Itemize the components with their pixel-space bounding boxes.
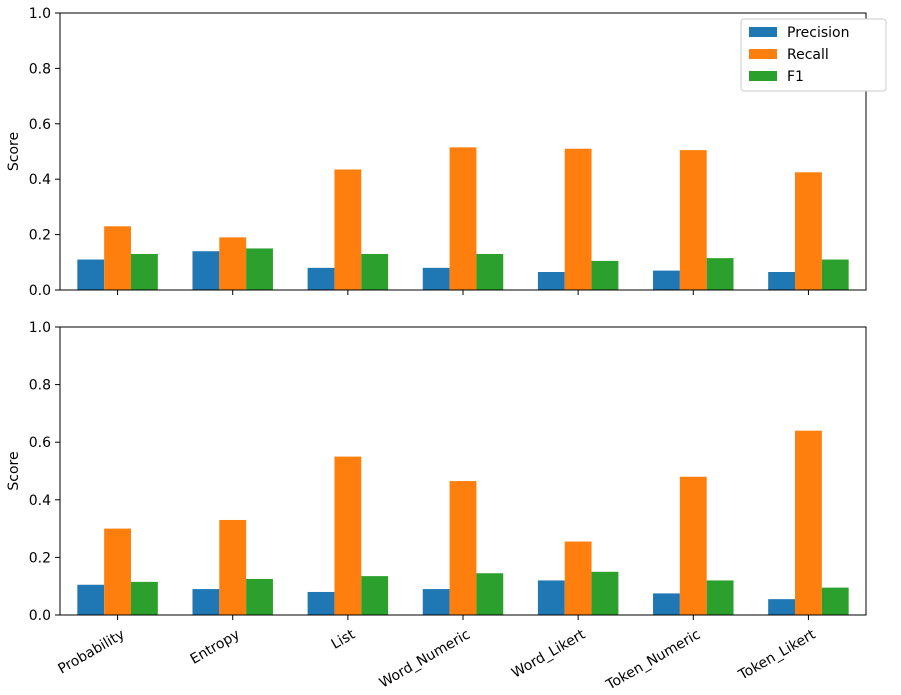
bar-f1-token_likert	[821, 259, 849, 290]
y-tick-label: 0.0	[29, 283, 51, 299]
bar-f1-word_likert	[591, 260, 619, 290]
bar-recall-word_numeric	[449, 147, 477, 290]
bar-recall-token_numeric	[679, 150, 707, 290]
bar-precision-word_likert	[537, 271, 565, 290]
bar-f1-entropy	[246, 248, 273, 290]
legend-label-recall: Recall	[787, 47, 829, 63]
y-tick-label: 1.0	[29, 320, 51, 336]
y-tick-label: 0.8	[29, 378, 51, 394]
bar-f1-token_numeric	[706, 580, 734, 615]
bar-precision-word_numeric	[422, 589, 450, 615]
bar-f1-token_likert	[821, 587, 849, 615]
y-tick-label: 0.8	[29, 61, 51, 77]
x-tick-label-probability: Probability	[55, 627, 127, 678]
bar-recall-list	[334, 169, 362, 290]
bar-precision-entropy	[192, 251, 220, 290]
bar-f1-probability	[130, 253, 158, 290]
y-tick-label: 0.4	[29, 172, 51, 188]
y-tick-label: 0.4	[29, 493, 51, 509]
top-panel: 0.0 0.2 0.4 0.6 0.8 1.0 Score Precision Recall F1	[6, 6, 887, 299]
legend: Precision Recall F1	[740, 18, 887, 92]
y-tick-label: 0.0	[29, 608, 51, 624]
bottom-panel: 0.0 0.2 0.4 0.6 0.8 1.0 Score Probability Entrop…	[6, 320, 867, 694]
bar-recall-entropy	[219, 519, 247, 615]
x-tick-label-word_likert: Word_Likert	[509, 626, 589, 681]
legend-swatch-precision	[749, 27, 777, 37]
bar-f1-word_numeric	[476, 573, 504, 615]
bar-recall-word_likert	[564, 541, 592, 615]
bar-precision-probability	[77, 584, 105, 615]
bar-f1-word_likert	[591, 571, 619, 615]
y-tick-label: 0.6	[29, 117, 51, 133]
legend-box	[740, 18, 887, 92]
legend-swatch-f1	[749, 71, 777, 81]
bar-recall-token_likert	[795, 172, 822, 290]
bar-f1-token_numeric	[706, 258, 734, 290]
bar-f1-list	[361, 253, 389, 290]
bar-f1-entropy	[246, 579, 273, 615]
x-tick-label-entropy: Entropy	[188, 627, 243, 668]
bar-precision-token_numeric	[653, 593, 680, 615]
bar-recall-probability	[104, 528, 131, 615]
bar-recall-entropy	[219, 237, 247, 290]
bar-precision-token_likert	[768, 271, 796, 290]
y-tick-label: 0.6	[29, 435, 51, 451]
bar-recall-word_likert	[564, 148, 592, 290]
bar-recall-word_numeric	[449, 481, 477, 615]
bar-precision-entropy	[192, 589, 220, 615]
y-axis-label: Score	[6, 132, 22, 171]
x-tick-label-word_numeric: Word_Numeric	[377, 627, 473, 692]
y-tick-label: 0.2	[29, 228, 51, 244]
bar-f1-list	[361, 576, 389, 615]
bar-recall-token_likert	[795, 430, 822, 615]
y-axis-label: Score	[6, 451, 22, 490]
y-tick-label: 1.0	[29, 6, 51, 22]
bar-recall-probability	[104, 226, 131, 290]
bar-precision-word_numeric	[422, 267, 450, 290]
x-tick-label-list: List	[329, 626, 359, 652]
bar-f1-probability	[130, 581, 158, 615]
legend-label-f1: F1	[787, 69, 804, 85]
bar-precision-list	[307, 591, 335, 615]
bar-precision-list	[307, 267, 335, 290]
legend-label-precision: Precision	[787, 25, 849, 41]
bar-precision-word_likert	[537, 580, 565, 615]
x-tick-label-token_likert: Token_Likert	[735, 626, 819, 684]
bar-f1-word_numeric	[476, 253, 504, 290]
bar-precision-token_likert	[768, 599, 796, 615]
bar-precision-probability	[77, 259, 105, 290]
bar-recall-list	[334, 456, 362, 615]
bar-precision-token_numeric	[653, 270, 680, 290]
x-tick-label-token_numeric: Token_Numeric	[603, 627, 703, 694]
y-tick-label: 0.2	[29, 550, 51, 566]
bar-recall-token_numeric	[679, 476, 707, 615]
legend-swatch-recall	[749, 49, 777, 59]
